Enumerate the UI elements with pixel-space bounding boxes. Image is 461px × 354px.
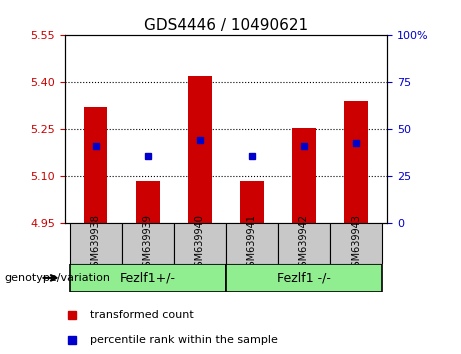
Text: Fezlf1+/-: Fezlf1+/- [120,272,176,284]
Bar [344,101,368,223]
Text: GSM639942: GSM639942 [299,214,309,273]
Text: percentile rank within the sample: percentile rank within the sample [90,335,278,344]
Text: Fezlf1 -/-: Fezlf1 -/- [277,272,331,284]
Title: GDS4446 / 10490621: GDS4446 / 10490621 [144,18,308,33]
Bar [330,223,382,264]
Bar [84,107,107,223]
Text: GSM639938: GSM639938 [91,214,101,273]
Bar [278,223,330,264]
Bar [122,223,174,264]
Text: GSM639939: GSM639939 [143,214,153,273]
Text: transformed count: transformed count [90,310,194,320]
Text: GSM639941: GSM639941 [247,214,257,273]
Bar [292,128,316,223]
Bar [70,264,226,292]
Bar [240,181,264,223]
Text: genotype/variation: genotype/variation [5,273,111,283]
Bar [226,223,278,264]
Bar [188,76,212,223]
Bar [136,181,160,223]
Text: GSM639943: GSM639943 [351,214,361,273]
Bar [174,223,226,264]
Bar [70,223,122,264]
Bar [226,264,382,292]
Text: GSM639940: GSM639940 [195,214,205,273]
